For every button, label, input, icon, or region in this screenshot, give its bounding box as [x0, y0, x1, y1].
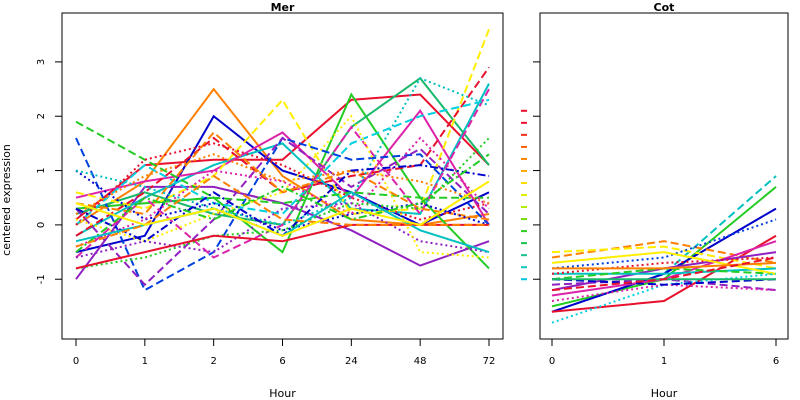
series-line-mer-30 — [75, 180, 490, 237]
series-line-mer-17 — [75, 142, 490, 226]
series-line-cot-18 — [552, 261, 777, 270]
series-line-mer-12 — [75, 120, 489, 205]
x-tick-label-mer-0: 0 — [73, 356, 79, 367]
y-axis-label: centered expression — [0, 144, 13, 256]
panel-title-cot: Cot — [654, 1, 675, 14]
series-line-mer-26 — [75, 153, 490, 253]
x-tick-label-mer-2: 2 — [210, 356, 216, 367]
series-line-mer-9 — [75, 28, 490, 216]
series-line-mer-16 — [75, 131, 490, 221]
y-tick-label--1: -1 — [36, 274, 47, 284]
series-line-mer-20 — [75, 137, 490, 270]
series-line-cot-13 — [551, 251, 777, 275]
x-axis-label-mer: Hour — [269, 387, 296, 400]
y-tick-label-1: 1 — [36, 167, 47, 173]
x-tick-label-mer-6: 6 — [279, 356, 285, 367]
x-tick-label-cot-0: 0 — [549, 356, 555, 367]
series-line-mer-24 — [75, 136, 490, 248]
series-line-cot-17 — [551, 278, 777, 286]
panel-cot: Cot Hour 0 1 6 — [521, 1, 789, 400]
series-line-mer-14 — [75, 98, 490, 226]
margin-marks-cot — [521, 109, 527, 281]
series-group-cot — [551, 175, 777, 324]
x-tick-label-cot-1: 1 — [661, 356, 667, 367]
x-tick-label-cot-6: 6 — [773, 356, 779, 367]
plot-frame-cot — [539, 12, 789, 340]
y-tick-label-0: 0 — [36, 222, 47, 228]
y-tick-label-3: 3 — [36, 59, 47, 65]
series-group-mer — [75, 28, 490, 292]
x-tick-label-mer-48: 48 — [414, 356, 427, 367]
panel-title-mer: Mer — [271, 1, 295, 14]
series-line-cot-9 — [551, 218, 777, 270]
y-tick-label-2: 2 — [36, 113, 47, 119]
series-line-cot-5 — [551, 240, 777, 264]
x-tick-label-mer-24: 24 — [345, 356, 358, 367]
series-line-mer-7 — [75, 109, 490, 226]
x-tick-label-mer-72: 72 — [483, 356, 496, 367]
series-line-cot-20 — [551, 256, 777, 292]
panel-mer: Mer Hour -1 0 1 2 3 0 1 2 6 24 48 72 — [36, 1, 504, 400]
x-tick-label-mer-1: 1 — [142, 356, 148, 367]
series-line-cot-10 — [552, 267, 777, 275]
series-line-mer-21 — [75, 76, 490, 226]
series-line-cot-6 — [551, 245, 777, 270]
x-axis-label-cot: Hour — [651, 387, 678, 400]
series-line-mer-13 — [75, 136, 490, 287]
